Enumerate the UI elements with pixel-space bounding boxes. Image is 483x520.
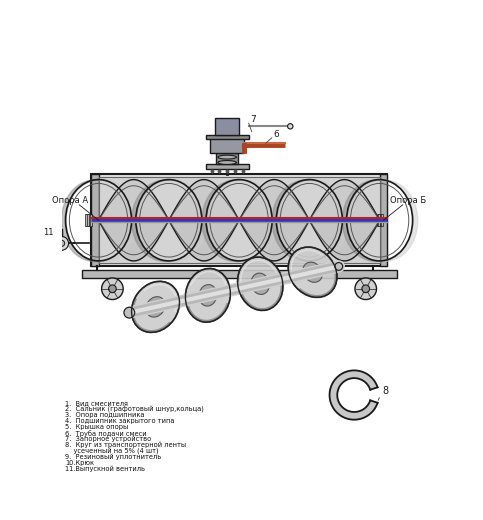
Ellipse shape — [251, 273, 270, 294]
Bar — [377, 214, 379, 226]
Bar — [206, 164, 249, 170]
Ellipse shape — [131, 281, 180, 332]
Ellipse shape — [185, 268, 230, 322]
Bar — [206, 135, 249, 139]
Ellipse shape — [303, 262, 322, 282]
Text: 6.  Труба подачи смеси: 6. Труба подачи смеси — [65, 430, 147, 436]
Circle shape — [335, 263, 342, 270]
Text: 8: 8 — [382, 385, 388, 396]
Circle shape — [101, 278, 123, 300]
Ellipse shape — [218, 155, 236, 159]
Text: 5.  Крышка опоры: 5. Крышка опоры — [65, 424, 128, 430]
Circle shape — [287, 124, 293, 129]
Bar — [380, 214, 382, 226]
Text: усеченный на 5% (4 шт): усеченный на 5% (4 шт) — [65, 448, 159, 454]
Text: 11: 11 — [43, 228, 54, 237]
Bar — [91, 174, 387, 266]
Bar — [215, 118, 240, 135]
Text: 1.  Вид смесителя: 1. Вид смесителя — [65, 400, 128, 406]
Circle shape — [109, 285, 116, 293]
Text: 4.  Подшипник закрытого типа: 4. Подшипник закрытого типа — [65, 418, 175, 424]
Bar — [99, 177, 380, 263]
Circle shape — [362, 285, 369, 293]
Text: 9.  Резиновый уплотнитель: 9. Резиновый уплотнитель — [65, 454, 162, 460]
Text: 8.  Круг из транспортерной ленты: 8. Круг из транспортерной ленты — [65, 441, 186, 448]
Text: Опора А: Опора А — [52, 197, 88, 205]
Bar — [88, 214, 90, 226]
Text: 6: 6 — [273, 130, 279, 139]
Polygon shape — [329, 370, 378, 420]
Bar — [82, 270, 397, 278]
Text: 7: 7 — [250, 115, 256, 124]
Circle shape — [124, 307, 135, 318]
Ellipse shape — [146, 297, 165, 317]
Ellipse shape — [218, 161, 236, 164]
Text: 3.  Опора подшипника: 3. Опора подшипника — [65, 412, 145, 418]
Text: 11.Выпускной вентиль: 11.Выпускной вентиль — [65, 466, 145, 472]
Bar — [216, 153, 238, 164]
Bar — [378, 214, 381, 226]
Bar — [86, 214, 88, 226]
Text: 10.Крюк: 10.Крюк — [65, 460, 95, 466]
Text: 2.  Сальник (графотовый шнур,кольца): 2. Сальник (графотовый шнур,кольца) — [65, 406, 204, 413]
Bar — [91, 174, 99, 266]
Ellipse shape — [238, 257, 283, 310]
Bar — [210, 138, 244, 153]
Text: Опора Б: Опора Б — [390, 197, 426, 205]
Circle shape — [355, 278, 377, 300]
Ellipse shape — [199, 284, 217, 306]
Text: 7.  Запорное устройство: 7. Запорное устройство — [65, 436, 152, 442]
Circle shape — [58, 240, 65, 246]
Bar — [89, 214, 92, 226]
Bar — [381, 214, 384, 226]
Circle shape — [55, 237, 69, 250]
Bar — [380, 174, 387, 266]
Ellipse shape — [288, 247, 337, 297]
Bar — [85, 214, 87, 226]
